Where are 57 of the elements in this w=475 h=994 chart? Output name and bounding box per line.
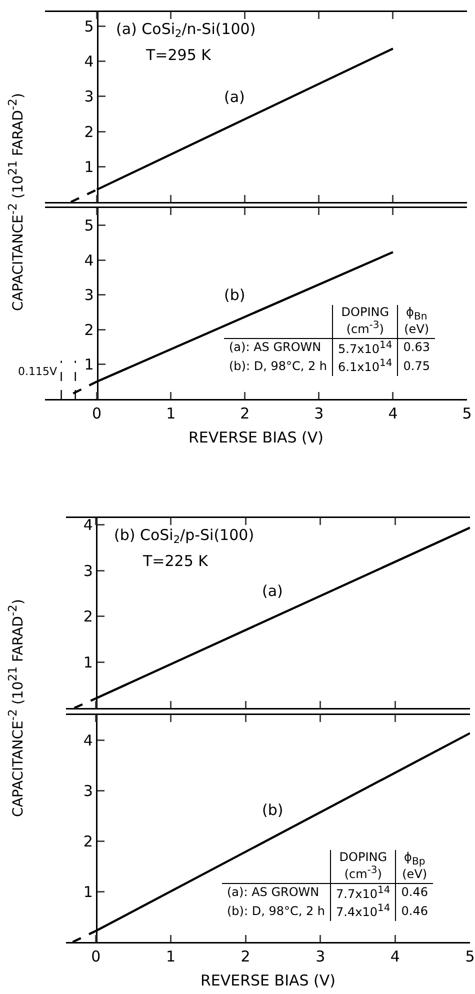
ref-line-label: 0.115V bbox=[18, 365, 58, 378]
annotation: 7.7x10$^{14}$ bbox=[330, 883, 396, 902]
x-tick-label: 0 bbox=[92, 404, 102, 422]
annotation: 7.4x10$^{14}$ bbox=[330, 902, 396, 922]
text: T=295 K bbox=[145, 46, 212, 64]
annotation: (b): D, 98°C, 2 h bbox=[228, 358, 328, 375]
x-tick-label: 4 bbox=[388, 404, 398, 422]
y-tick-label: 1 bbox=[83, 882, 93, 901]
y-tick-label: 5 bbox=[84, 216, 94, 235]
x-tick-label: 3 bbox=[316, 948, 326, 966]
x-tick-label: 5 bbox=[462, 404, 472, 422]
series-label: (b) bbox=[224, 286, 246, 304]
x-tick-label: 1 bbox=[166, 404, 176, 422]
y-tick-label: 1 bbox=[84, 158, 94, 176]
y-tick-label: 3 bbox=[83, 562, 93, 580]
annotation: (a): AS GROWN bbox=[228, 339, 322, 356]
y-tick-label: 5 bbox=[84, 17, 94, 36]
x-tick-label: 2 bbox=[240, 948, 250, 966]
x-axis-title: REVERSE BIAS (V) bbox=[200, 971, 336, 990]
y-tick-label: 3 bbox=[84, 286, 94, 304]
y-tick-label: 2 bbox=[84, 320, 94, 339]
y-tick-label: 3 bbox=[84, 88, 94, 106]
series-label: (b) bbox=[262, 801, 284, 819]
y-tick-label: 4 bbox=[83, 516, 93, 534]
y-tick-label: 2 bbox=[84, 122, 94, 141]
y-tick-label: 4 bbox=[83, 731, 93, 750]
annotation: ϕ$_{Bp}$ (eV) bbox=[396, 850, 433, 884]
text: (a) CoSi$_{2}$/n-Si(100) bbox=[116, 20, 256, 40]
y-tick-label: 2 bbox=[83, 832, 93, 850]
series-label: (a) bbox=[224, 88, 245, 106]
text: T=225 K bbox=[142, 552, 210, 570]
x-axis-title: REVERSE BIAS (V) bbox=[188, 428, 324, 446]
y-tick-label: 2 bbox=[83, 608, 93, 626]
annotation: DOPING (cm$^{-3}$) bbox=[330, 850, 396, 884]
y-tick-label: 1 bbox=[83, 653, 93, 672]
text: (b) CoSi$_{2}$/p-Si(100) bbox=[114, 526, 254, 546]
x-tick-label: 0 bbox=[91, 948, 101, 966]
annotation: 6.1x10$^{14}$ bbox=[332, 357, 398, 376]
x-tick-label: 1 bbox=[166, 948, 176, 966]
annotation: (a): AS GROWN bbox=[226, 884, 320, 902]
annotation: 5.7x10$^{14}$ bbox=[332, 338, 398, 358]
series-label: (a) bbox=[262, 582, 283, 600]
annotation: 0.63 bbox=[398, 338, 435, 358]
x-tick-label: 3 bbox=[314, 404, 324, 422]
annotation: ϕ$_{Bn}$ (eV) bbox=[398, 305, 435, 338]
y-tick-label: 3 bbox=[83, 782, 93, 800]
x-tick-label: 2 bbox=[240, 404, 250, 422]
annotation: DOPING (cm$^{-3}$) bbox=[332, 305, 398, 338]
annotation: (b): D, 98°C, 2 h bbox=[226, 902, 326, 920]
annotation: 0.46 bbox=[396, 883, 433, 902]
x-tick-label: 5 bbox=[465, 948, 475, 966]
annotation: 0.46 bbox=[396, 902, 433, 922]
y-tick-label: 1 bbox=[84, 356, 94, 374]
x-tick-label: 4 bbox=[390, 948, 400, 966]
y-tick-label: 4 bbox=[84, 52, 94, 71]
y-tick-label: 4 bbox=[84, 251, 94, 270]
annotation: 0.75 bbox=[398, 357, 435, 376]
